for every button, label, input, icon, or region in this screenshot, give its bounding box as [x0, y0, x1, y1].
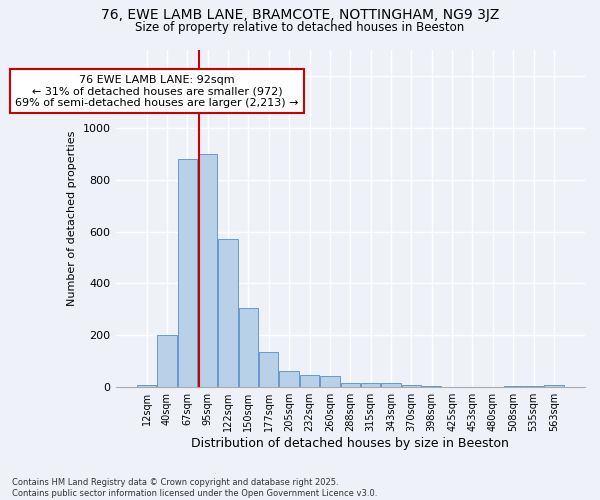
- X-axis label: Distribution of detached houses by size in Beeston: Distribution of detached houses by size …: [191, 437, 509, 450]
- Text: 76 EWE LAMB LANE: 92sqm
← 31% of detached houses are smaller (972)
69% of semi-d: 76 EWE LAMB LANE: 92sqm ← 31% of detache…: [16, 74, 299, 108]
- Bar: [361, 382, 380, 387]
- Bar: [341, 384, 360, 387]
- Bar: [503, 386, 523, 387]
- Bar: [300, 375, 319, 387]
- Bar: [178, 159, 197, 387]
- Bar: [218, 240, 238, 387]
- Bar: [422, 386, 442, 387]
- Bar: [402, 384, 421, 387]
- Bar: [137, 384, 156, 387]
- Bar: [198, 154, 217, 387]
- Bar: [239, 308, 258, 387]
- Text: 76, EWE LAMB LANE, BRAMCOTE, NOTTINGHAM, NG9 3JZ: 76, EWE LAMB LANE, BRAMCOTE, NOTTINGHAM,…: [101, 8, 499, 22]
- Bar: [544, 384, 563, 387]
- Bar: [280, 371, 299, 387]
- Bar: [157, 336, 176, 387]
- Bar: [524, 386, 543, 387]
- Bar: [320, 376, 340, 387]
- Text: Size of property relative to detached houses in Beeston: Size of property relative to detached ho…: [136, 21, 464, 34]
- Y-axis label: Number of detached properties: Number of detached properties: [67, 131, 77, 306]
- Bar: [382, 383, 401, 387]
- Bar: [259, 352, 278, 387]
- Text: Contains HM Land Registry data © Crown copyright and database right 2025.
Contai: Contains HM Land Registry data © Crown c…: [12, 478, 377, 498]
